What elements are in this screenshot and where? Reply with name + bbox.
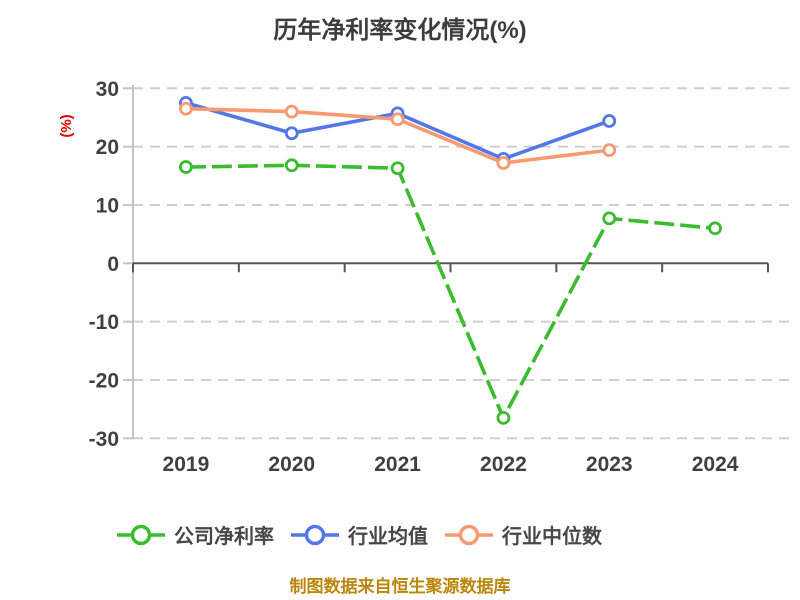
- legend-marker-industry-median-icon: [445, 524, 493, 545]
- y-axis-tick-label: 0: [107, 253, 119, 276]
- legend-label-industry-average: 行业均值: [348, 526, 428, 548]
- data-source-note: 制图数据来自恒生聚源数据库: [289, 577, 511, 596]
- data-point-industry-median-2022[interactable]: [496, 156, 511, 170]
- y-axis-title: (%): [58, 114, 75, 137]
- y-axis-tick-label: 30: [96, 78, 119, 101]
- series-line-company-net-margin: [185, 163, 716, 420]
- data-point-industry-average-2020[interactable]: [284, 126, 299, 141]
- y-axis-tick-label: -20: [89, 369, 119, 392]
- data-point-industry-median-2023[interactable]: [602, 143, 617, 158]
- data-point-industry-average-2023[interactable]: [602, 114, 617, 128]
- legend-item-company-net-margin[interactable]: 公司净利率: [116, 520, 274, 549]
- chart-title: 历年净利率变化情况(%): [273, 17, 527, 44]
- y-axis-tick-label: -30: [89, 428, 119, 451]
- x-axis-tick-label: 2024: [692, 453, 739, 476]
- y-axis-tick-label: 10: [96, 194, 119, 217]
- y-axis-tick-label: -10: [89, 311, 119, 334]
- x-axis-tick-label: 2023: [586, 453, 633, 476]
- data-point-company-net-margin-2024[interactable]: [708, 221, 722, 236]
- legend-item-industry-average[interactable]: 行业均值: [290, 520, 428, 549]
- x-axis-tick-label: 2021: [374, 453, 421, 476]
- x-axis-tick-label: 2022: [480, 453, 527, 476]
- legend-marker-company-icon: [117, 524, 165, 545]
- data-point-industry-median-2020[interactable]: [284, 104, 299, 119]
- x-axis-tick-label: 2020: [268, 453, 315, 476]
- data-point-company-net-margin-2020[interactable]: [284, 158, 299, 173]
- legend-label-industry-median: 行业中位数: [502, 526, 602, 548]
- data-point-company-net-margin-2022[interactable]: [496, 410, 511, 425]
- x-axis-tick-label: 2019: [163, 453, 210, 476]
- data-point-company-net-margin-2023[interactable]: [602, 211, 617, 226]
- data-point-company-net-margin-2019[interactable]: [179, 160, 193, 174]
- data-point-industry-median-2019[interactable]: [179, 101, 193, 116]
- legend: 公司净利率 行业均值 行业中位数: [116, 520, 602, 549]
- legend-marker-industry-average-icon: [291, 524, 339, 545]
- y-axis-tick-label: 20: [96, 136, 119, 159]
- legend-label-company-net-margin: 公司净利率: [174, 526, 274, 548]
- data-point-industry-median-2021[interactable]: [390, 112, 405, 127]
- data-point-company-net-margin-2021[interactable]: [390, 161, 405, 176]
- legend-item-industry-median[interactable]: 行业中位数: [444, 520, 602, 549]
